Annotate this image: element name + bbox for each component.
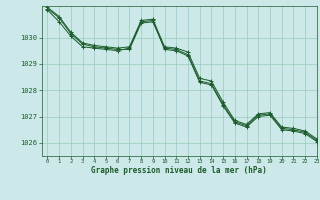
X-axis label: Graphe pression niveau de la mer (hPa): Graphe pression niveau de la mer (hPa) <box>91 166 267 175</box>
